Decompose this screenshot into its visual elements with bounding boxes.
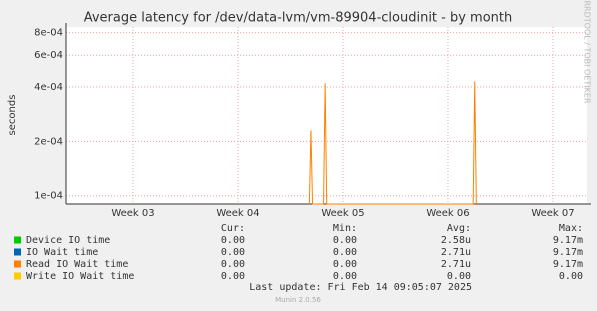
legend-stat: 2.58u <box>441 235 471 246</box>
legend-label: Write IO Wait time <box>26 271 134 282</box>
legend-stat: 0.00 <box>333 235 357 246</box>
y-axis-label: seconds <box>7 95 18 136</box>
legend-stat: 0.00 <box>221 259 245 270</box>
legend-header: Min: <box>333 223 357 234</box>
legend-header: Max: <box>559 223 583 234</box>
legend-stat: 0.00 <box>333 271 357 282</box>
x-tick-label: Week 05 <box>321 208 364 219</box>
legend-label: Read IO Wait time <box>26 259 128 270</box>
legend-stat: 0.00 <box>221 235 245 246</box>
chart-title: Average latency for /dev/data-lvm/vm-899… <box>84 11 513 26</box>
legend-stat: 0.00 <box>559 271 583 282</box>
legend-stat: 0.00 <box>333 247 357 258</box>
y-tick-label: 2e-04 <box>34 136 63 147</box>
legend-stat: 9.17m <box>553 259 583 270</box>
x-tick-label: Week 07 <box>531 208 574 219</box>
legend-swatch <box>14 272 21 280</box>
side-text: RRDTOOL / TOBI OETIKER <box>583 0 592 103</box>
legend-label: IO Wait time <box>26 247 98 258</box>
x-tick-label: Week 04 <box>216 208 259 219</box>
y-tick-label: 4e-04 <box>34 82 63 93</box>
last-update: Last update: Fri Feb 14 09:05:07 2025 <box>249 282 472 293</box>
legend-stat: 2.71u <box>441 259 471 270</box>
y-tick-label: 1e-04 <box>34 191 63 202</box>
legend-swatch <box>14 236 21 244</box>
legend-stat: 2.71u <box>441 247 471 258</box>
legend-swatch <box>14 260 21 268</box>
footer: Munin 2.0.56 <box>275 296 321 304</box>
legend-stat: 9.17m <box>553 247 583 258</box>
y-tick-label: 8e-04 <box>34 28 63 39</box>
legend-stat: 0.00 <box>221 247 245 258</box>
legend-label: Device IO time <box>26 235 110 246</box>
legend-stat: 0.00 <box>333 259 357 270</box>
legend-stat: 0.00 <box>447 271 471 282</box>
legend-swatch <box>14 248 21 256</box>
legend-stat: 0.00 <box>221 271 245 282</box>
x-tick-label: Week 06 <box>426 208 469 219</box>
series-line <box>308 81 477 205</box>
y-tick-label: 6e-04 <box>34 50 63 61</box>
legend-header: Cur: <box>221 223 245 234</box>
legend-stat: 9.17m <box>553 235 583 246</box>
legend-header: Avg: <box>447 223 471 234</box>
x-tick-label: Week 03 <box>111 208 154 219</box>
